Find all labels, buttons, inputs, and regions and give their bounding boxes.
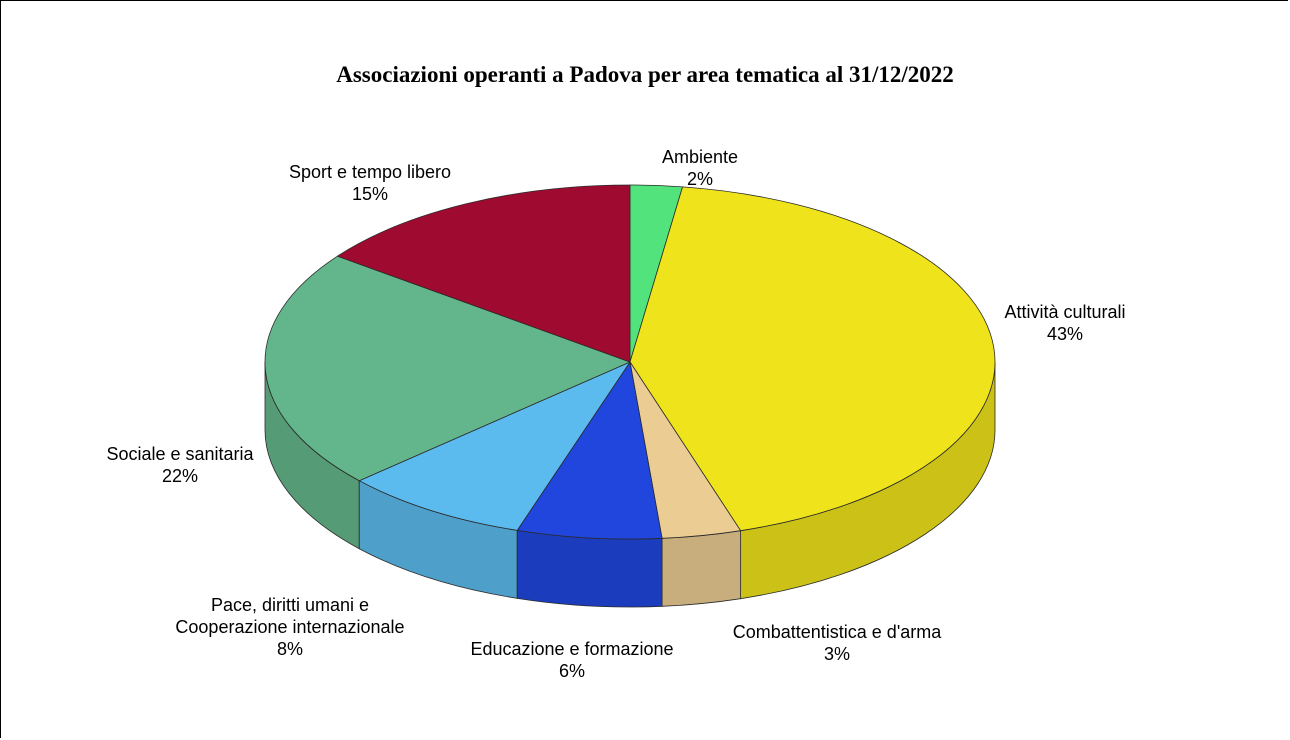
slice-label-line-ambiente: Ambiente bbox=[662, 147, 738, 167]
slice-label-line-sport-e-tempo-libero: Sport e tempo libero bbox=[289, 162, 451, 182]
slice-label-line-combattentistica-e-d-arma: Combattentistica e d'arma bbox=[733, 622, 943, 642]
slice-label-ambiente: Ambiente 2% bbox=[662, 147, 738, 189]
slice-label-line-pace-diritti-umani-e-cooperazione-internazionale: Cooperazione internazionale bbox=[175, 617, 404, 637]
pie-slice-educazione-e-formazione bbox=[516, 361, 663, 540]
slice-label-attivita-culturali: Attività culturali 43% bbox=[1004, 302, 1125, 344]
slice-percent-combattentistica-e-d-arma: 3% bbox=[824, 644, 850, 664]
slice-label-sociale-e-sanitaria: Sociale e sanitaria 22% bbox=[106, 444, 254, 486]
slice-label-line-educazione-e-formazione: Educazione e formazione bbox=[470, 639, 673, 659]
pie-slice-side-combattentistica-e-d-arma bbox=[661, 530, 742, 607]
slice-label-line-sociale-e-sanitaria: Sociale e sanitaria bbox=[106, 444, 254, 464]
slice-percent-attivita-culturali: 43% bbox=[1047, 324, 1083, 344]
pie-slice-attivita-culturali bbox=[629, 186, 996, 532]
chart-title: Associazioni operanti a Padova per area … bbox=[336, 62, 954, 87]
pie-slice-sport-e-tempo-libero bbox=[337, 184, 631, 363]
slice-label-sport-e-tempo-libero: Sport e tempo libero 15% bbox=[289, 162, 451, 204]
slice-percent-sociale-e-sanitaria: 22% bbox=[162, 466, 198, 486]
slice-label-combattentistica-e-d-arma: Combattentistica e d'arma 3% bbox=[733, 622, 943, 664]
slice-percent-ambiente: 2% bbox=[687, 169, 713, 189]
pie-slice-sociale-e-sanitaria bbox=[264, 255, 631, 482]
slice-label-pace-diritti-umani-e-cooperazione-internazionale: Pace, diritti umani e Cooperazione intern… bbox=[175, 595, 404, 659]
pie-slice-pace-diritti-umani-e-cooperazione-internazionale bbox=[358, 361, 631, 531]
slice-label-line-pace-diritti-umani-e-cooperazione-internazionale: Pace, diritti umani e bbox=[211, 595, 369, 615]
slice-percent-educazione-e-formazione: 6% bbox=[559, 661, 585, 681]
pie-slice-side-educazione-e-formazione bbox=[516, 529, 663, 608]
slice-percent-pace-diritti-umani-e-cooperazione-internazionale: 8% bbox=[277, 639, 303, 659]
slice-label-educazione-e-formazione: Educazione e formazione 6% bbox=[470, 639, 673, 681]
slice-percent-sport-e-tempo-libero: 15% bbox=[352, 184, 388, 204]
slice-label-line-attivita-culturali: Attività culturali bbox=[1004, 302, 1125, 322]
